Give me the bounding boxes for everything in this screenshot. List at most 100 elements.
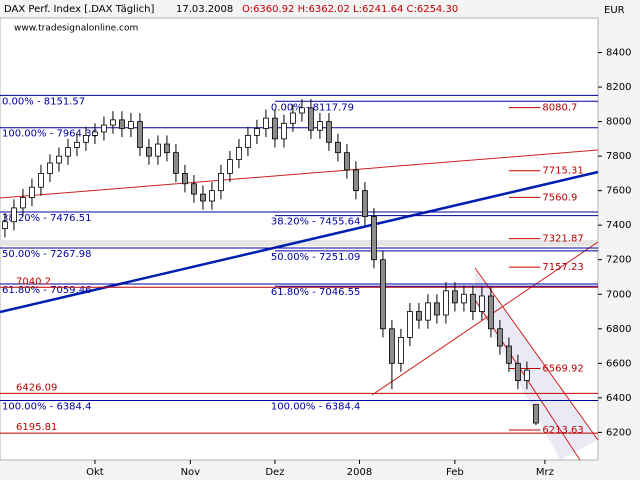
y-tick-label: 7600	[606, 186, 631, 197]
candle-body	[299, 107, 305, 114]
candle-body	[65, 147, 71, 157]
candle-body	[317, 121, 323, 131]
candle-body	[479, 295, 485, 312]
x-tick-label: Okt	[86, 467, 104, 478]
candle-body	[362, 190, 368, 217]
candle-body	[308, 107, 314, 131]
candle-body	[164, 143, 170, 154]
candle-body	[245, 135, 251, 148]
candle-body	[137, 121, 143, 148]
candle-body	[524, 369, 530, 381]
fib-label: 100.00% - 6384.4	[2, 402, 91, 413]
level-label: 7157.23	[542, 262, 583, 273]
y-tick-label: 7400	[606, 220, 631, 231]
level-label: 7560.9	[542, 192, 577, 203]
candle-body	[47, 162, 53, 174]
candle-body	[263, 117, 269, 129]
x-tick-label: Mrz	[536, 467, 554, 478]
candle-body	[155, 143, 161, 157]
fib-label: 38.20% - 7455.64	[271, 217, 360, 228]
channel	[475, 270, 598, 460]
candle-body	[443, 290, 449, 316]
candle-body	[200, 193, 206, 202]
ohlc: O:6360.92 H:6362.02 L:6241.64 C:6254.30	[242, 4, 458, 15]
y-tick-label: 7200	[606, 255, 631, 266]
candle-body	[236, 147, 242, 160]
candle-body	[83, 135, 89, 143]
candle-body	[425, 302, 431, 321]
candle-body	[218, 172, 224, 192]
candle-body	[434, 302, 440, 316]
y-tick-label: 6800	[606, 324, 631, 335]
y-tick-label: 8400	[606, 48, 631, 59]
level-label: 6569.92	[542, 364, 583, 375]
candle-body	[380, 259, 386, 330]
x-tick-label: Feb	[446, 467, 464, 478]
level-label: 7715.31	[542, 166, 583, 177]
candle-body	[38, 172, 44, 188]
fib-label: 100.00% - 7964.36	[2, 129, 98, 140]
y-tick-label: 7800	[606, 151, 631, 162]
level-label: 7321.87	[542, 234, 583, 245]
candle-body	[326, 121, 332, 143]
level-label: 6426.09	[16, 382, 57, 393]
x-tick-label: 2008	[347, 467, 372, 478]
source: www.tradesignalonline.com	[14, 24, 138, 34]
candle-body	[407, 311, 413, 338]
candle-body	[254, 128, 260, 136]
candle-body	[92, 131, 98, 136]
candle-body	[74, 141, 80, 148]
candle-body	[272, 117, 278, 140]
plot-area	[0, 17, 599, 461]
fib-label: 38.20% - 7476.51	[2, 213, 91, 224]
level-label: 6213.63	[542, 425, 583, 436]
level-label: 7040.2	[16, 276, 51, 287]
candle-body	[173, 152, 179, 174]
candle-body	[452, 290, 458, 304]
x-tick-label: Nov	[181, 467, 201, 478]
candle-body	[191, 183, 197, 195]
trend-line	[0, 170, 599, 314]
trend-line	[371, 241, 599, 396]
candle-body	[497, 328, 503, 347]
candle-body	[389, 328, 395, 364]
candle-body	[281, 122, 287, 140]
candle-body	[20, 197, 26, 209]
candle-body	[416, 311, 422, 321]
candle-body	[506, 345, 512, 364]
candle-body	[335, 141, 341, 154]
candle-body	[110, 119, 116, 126]
candle-body	[371, 216, 377, 261]
candle-body	[398, 337, 404, 364]
fib-label: 50.00% - 7251.09	[271, 252, 360, 263]
candle-body	[11, 207, 17, 223]
candle-body	[101, 124, 107, 133]
candle-body	[461, 293, 467, 304]
candle-body	[353, 169, 359, 192]
fib-label: 0.00% - 8151.57	[2, 96, 85, 107]
level-label: 6195.81	[16, 422, 57, 433]
candle-body	[119, 119, 125, 129]
fib-label: 50.00% - 7267.98	[2, 249, 91, 260]
fib-label: 61.80% - 7046.55	[271, 287, 360, 298]
currency: EUR	[604, 5, 625, 16]
trend-line	[474, 267, 599, 441]
candle-body	[515, 362, 521, 381]
candle-body	[344, 152, 350, 171]
candle-body	[56, 155, 62, 164]
candle-body	[2, 221, 8, 230]
y-tick-label: 8000	[606, 117, 631, 128]
candle-body	[227, 159, 233, 174]
trend-line	[0, 149, 599, 199]
y-tick-label: 6200	[606, 427, 631, 438]
title: DAX Perf. Index [.DAX Täglich]	[4, 4, 154, 15]
candle-body	[470, 293, 476, 312]
candle-body	[29, 186, 35, 198]
y-tick-label: 6400	[606, 393, 631, 404]
candle-body	[488, 295, 494, 330]
fib-label: 61.80% - 7059.46	[2, 285, 91, 296]
y-tick-label: 7000	[606, 289, 631, 300]
y-tick-label: 6600	[606, 358, 631, 369]
date: 17.03.2008	[176, 4, 233, 15]
